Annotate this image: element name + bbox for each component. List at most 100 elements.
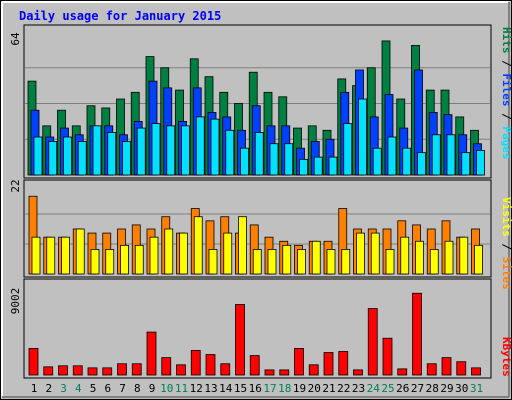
visits-bar bbox=[208, 249, 218, 275]
pages-bar bbox=[210, 118, 220, 176]
pages-bar bbox=[151, 123, 161, 176]
pages-bar bbox=[476, 150, 485, 176]
pages-bar bbox=[33, 136, 43, 176]
bars-layer bbox=[27, 40, 485, 376]
kbytes-bar bbox=[43, 366, 54, 376]
pages-bar bbox=[299, 158, 308, 176]
x-tick-label: 10 bbox=[160, 382, 173, 395]
visits-bar bbox=[134, 244, 144, 275]
x-tick-label: 30 bbox=[455, 382, 468, 395]
visits-bar bbox=[252, 249, 262, 275]
kbytes-bar bbox=[146, 331, 157, 376]
pages-bar bbox=[225, 129, 235, 176]
kbytes-bar bbox=[264, 369, 275, 376]
visits-bar bbox=[238, 216, 247, 275]
visits-bar bbox=[75, 228, 85, 275]
kbytes-bar bbox=[176, 364, 186, 376]
kbytes-bar bbox=[308, 364, 319, 376]
kbytes-bar bbox=[117, 363, 127, 376]
visits-bar bbox=[105, 249, 115, 275]
kbytes-bar bbox=[441, 357, 452, 376]
visits-bar bbox=[31, 236, 41, 275]
legend-files: Files bbox=[500, 73, 512, 106]
kbytes-bar bbox=[338, 351, 349, 376]
kbytes-bar bbox=[456, 361, 467, 376]
kbytes-bar bbox=[249, 355, 260, 376]
pages-bar bbox=[63, 136, 72, 176]
x-tick-label: 2 bbox=[45, 382, 52, 395]
visits-bar bbox=[282, 244, 292, 275]
hits-legend: Hits / Files / Pages bbox=[500, 27, 512, 160]
pages-bar bbox=[461, 152, 471, 176]
pages-bar bbox=[136, 127, 146, 176]
x-tick-label: 26 bbox=[396, 382, 409, 395]
visits-bar bbox=[385, 249, 395, 275]
pages-bar bbox=[313, 156, 323, 176]
x-tick-label: 11 bbox=[175, 382, 188, 395]
kbytes-legend: KBytes bbox=[500, 337, 512, 377]
hits-ymax-label: 64 bbox=[9, 32, 22, 46]
x-tick-label: 8 bbox=[134, 382, 141, 395]
pages-bar bbox=[77, 141, 87, 176]
visits-bar bbox=[179, 232, 188, 275]
x-tick-label: 9 bbox=[149, 382, 156, 395]
visits-bar bbox=[193, 216, 203, 275]
pages-bar bbox=[240, 147, 249, 176]
visits-bar bbox=[46, 236, 56, 275]
kbytes-ymax-label: 9002 bbox=[9, 288, 22, 315]
visits-ymax-label: 22 bbox=[9, 179, 22, 192]
visits-bar bbox=[356, 232, 365, 275]
x-tick-label: 18 bbox=[278, 382, 291, 395]
chart-title: Daily usage for January 2015 bbox=[19, 9, 221, 23]
visits-bar bbox=[474, 244, 483, 275]
kbytes-bar bbox=[28, 348, 39, 376]
visits-bar bbox=[149, 236, 159, 275]
pages-bar bbox=[431, 134, 441, 176]
legend-pages: Pages bbox=[500, 126, 512, 159]
kbytes-bar bbox=[353, 369, 363, 376]
x-tick-label: 7 bbox=[119, 382, 126, 395]
visits-bar bbox=[429, 249, 439, 275]
pages-bar bbox=[48, 141, 58, 176]
kbytes-bar bbox=[58, 365, 68, 376]
visits-bar bbox=[326, 249, 336, 275]
legend-sites: Sites bbox=[500, 257, 512, 290]
pages-bar bbox=[107, 132, 117, 176]
pages-bar bbox=[181, 125, 190, 176]
pages-bar bbox=[358, 98, 367, 176]
visits-bar bbox=[297, 249, 306, 275]
x-tick-label: 1 bbox=[31, 382, 38, 395]
x-tick-label: 6 bbox=[104, 382, 111, 395]
x-tick-label: 5 bbox=[90, 382, 97, 395]
legend-visits: Visits bbox=[500, 197, 512, 237]
kbytes-bar bbox=[235, 304, 245, 376]
x-tick-label: 4 bbox=[75, 382, 82, 395]
pages-bar bbox=[328, 156, 338, 176]
visits-bar bbox=[370, 232, 380, 275]
kbytes-bar bbox=[102, 367, 113, 376]
visits-bar bbox=[90, 249, 100, 275]
kbytes-bar bbox=[412, 292, 422, 376]
pages-bar bbox=[387, 136, 397, 176]
visits-bar bbox=[223, 232, 233, 275]
x-tick-label: 19 bbox=[293, 382, 306, 395]
kbytes-bar bbox=[323, 352, 334, 376]
visits-legend: Visits / Sites bbox=[500, 197, 512, 290]
kbytes-bar bbox=[190, 350, 201, 376]
visits-bar bbox=[400, 236, 410, 275]
x-tick-label: 20 bbox=[308, 382, 321, 395]
x-tick-label: 27 bbox=[411, 382, 424, 395]
x-tick-label: 31 bbox=[470, 382, 483, 395]
x-tick-label: 14 bbox=[219, 382, 233, 395]
kbytes-bar bbox=[382, 337, 393, 376]
x-tick-label: 23 bbox=[352, 382, 365, 395]
kbytes-bar bbox=[205, 354, 216, 376]
pages-bar bbox=[166, 125, 176, 176]
visits-bar bbox=[120, 244, 129, 275]
kbytes-bar bbox=[397, 368, 408, 376]
x-tick-label: 12 bbox=[190, 382, 203, 395]
x-tick-label: 25 bbox=[381, 382, 394, 395]
pages-bar bbox=[92, 125, 102, 176]
x-tick-label: 24 bbox=[367, 382, 381, 395]
